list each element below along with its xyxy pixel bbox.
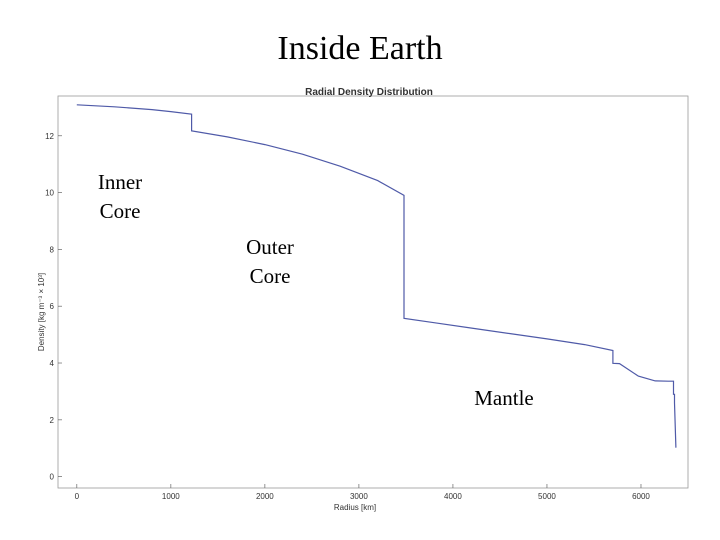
annotation-outer-core-line-2: Core xyxy=(249,264,291,288)
annotation-inner-core-line-2: Core xyxy=(99,199,141,223)
annotation-mantle: Mantle xyxy=(462,384,546,413)
x-tick-label-2: 2000 xyxy=(256,492,274,501)
x-tick-label-6: 6000 xyxy=(632,492,650,501)
annotation-inner-core: Inner Core xyxy=(88,168,152,226)
y-tick-label-2: 4 xyxy=(50,359,55,368)
ticks-layer: 0 1000 2000 3000 4000 5000 6000 0 2 4 6 8 10 12 xyxy=(45,132,650,501)
plot-frame xyxy=(57,95,689,489)
slide-title: Inside Earth xyxy=(277,30,443,67)
annotation-outer-core: Outer Core xyxy=(236,233,304,291)
density-series-line xyxy=(76,104,677,448)
y-tick-label-0: 0 xyxy=(50,473,55,482)
y-axis-label: Density [kg m⁻³ × 10³] xyxy=(37,273,46,351)
y-tick-label-6: 12 xyxy=(45,132,54,141)
annotation-mantle-line-1: Mantle xyxy=(474,386,534,410)
y-tick-label-4: 8 xyxy=(50,245,55,254)
x-tick-label-3: 3000 xyxy=(350,492,368,501)
annotation-outer-core-line-1: Outer xyxy=(246,235,294,259)
x-tick-label-5: 5000 xyxy=(538,492,556,501)
x-tick-label-4: 4000 xyxy=(444,492,462,501)
y-tick-label-3: 6 xyxy=(50,302,55,311)
chart-title: Radial Density Distribution xyxy=(305,87,433,98)
y-tick-label-5: 10 xyxy=(45,189,54,198)
x-tick-label-0: 0 xyxy=(75,492,80,501)
y-tick-label-1: 2 xyxy=(50,416,55,425)
x-tick-label-1: 1000 xyxy=(162,492,180,501)
annotation-inner-core-line-1: Inner xyxy=(97,170,143,194)
x-axis-label: Radius [km] xyxy=(334,503,376,512)
